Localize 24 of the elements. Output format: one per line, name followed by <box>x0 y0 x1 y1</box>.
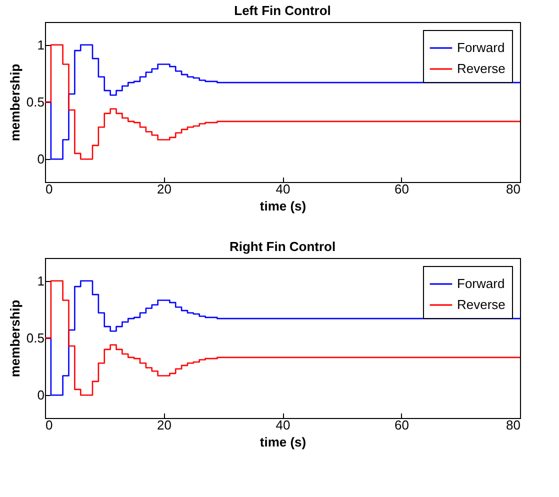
y-tick-label: 1 <box>37 37 44 52</box>
y-tick-label: 0.5 <box>26 94 44 110</box>
y-axis-title: membership <box>7 300 22 378</box>
x-tick-label: 60 <box>394 182 409 196</box>
y-tick-label: 0 <box>37 152 44 167</box>
x-tick-label: 20 <box>157 418 172 432</box>
y-tick-label: 0 <box>37 388 44 403</box>
chart-title: Left Fin Control <box>234 3 331 18</box>
chart-title: Right Fin Control <box>229 239 336 254</box>
legend-label: Forward <box>457 40 505 55</box>
legend-label: Reverse <box>457 61 506 76</box>
x-tick-label: 80 <box>506 182 520 196</box>
legend-label: Forward <box>457 276 505 291</box>
x-tick-label: 80 <box>506 418 520 432</box>
x-axis-title: time (s) <box>260 434 306 450</box>
y-tick-label: 1 <box>37 273 44 288</box>
x-tick-label: 20 <box>157 182 172 196</box>
x-tick-label: 40 <box>276 418 290 432</box>
y-axis-title: membership <box>7 64 22 142</box>
y-tick-label: 0.5 <box>26 330 44 346</box>
x-tick-label: 40 <box>276 182 290 196</box>
legend-label: Reverse <box>457 297 506 312</box>
x-tick-label: 60 <box>394 418 409 432</box>
x-axis-title: time (s) <box>260 198 306 214</box>
